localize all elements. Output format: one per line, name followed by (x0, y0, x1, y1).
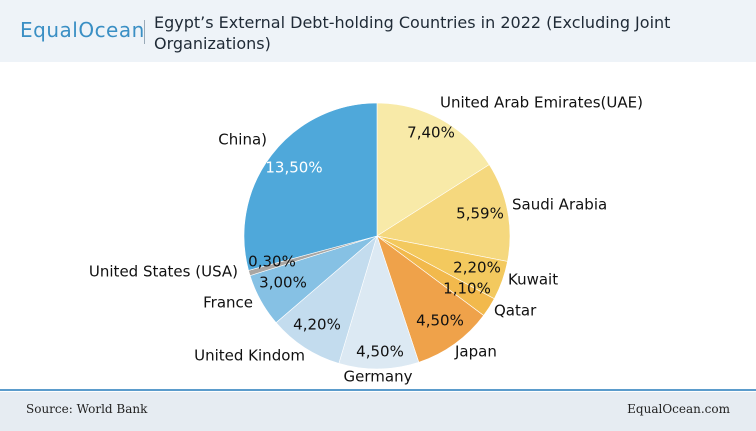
category-label: United States (USA) (89, 263, 238, 281)
value-label: 1,10% (443, 280, 491, 298)
source: Source: World Bank (26, 402, 148, 416)
category-label: Japan (454, 343, 497, 361)
chart-title: Egypt’s External Debt-holding Countries … (154, 13, 671, 53)
value-label: 3,00% (259, 274, 307, 292)
footer: Source: World Bank EqualOcean.com (0, 392, 756, 431)
category-label: France (203, 294, 253, 312)
logo: EqualOcean (20, 18, 145, 42)
category-label: Kuwait (508, 271, 558, 289)
footer-rule (0, 389, 756, 391)
value-label: 13,50% (265, 159, 322, 177)
category-label: Germany (344, 368, 413, 386)
category-label: China) (218, 131, 267, 149)
category-label: United Arab Emirates(UAE) (440, 94, 643, 112)
site: EqualOcean.com (627, 402, 730, 416)
pie-slice (376, 235, 485, 363)
value-label: 5,59% (456, 205, 504, 223)
value-label: 4,50% (416, 312, 464, 330)
value-label: 2,20% (453, 259, 501, 277)
pie-slice (376, 164, 511, 262)
pie-slice (376, 102, 490, 237)
chart: United Arab Emirates(UAE) 7,40% Saudi Arab… (89, 94, 643, 386)
category-label: Qatar (494, 302, 537, 320)
header: EqualOcean Egypt’s External Debt-holding… (0, 0, 756, 62)
value-label: 4,20% (293, 316, 341, 334)
category-label: United Kindom (194, 347, 305, 365)
pie-slice (243, 102, 378, 271)
value-label: 0,30% (248, 253, 296, 271)
value-label: 7,40% (407, 124, 455, 142)
value-label: 4,50% (356, 343, 404, 361)
separator (144, 20, 145, 44)
pie-slice (338, 235, 420, 370)
category-label: Saudi Arabia (512, 196, 607, 214)
